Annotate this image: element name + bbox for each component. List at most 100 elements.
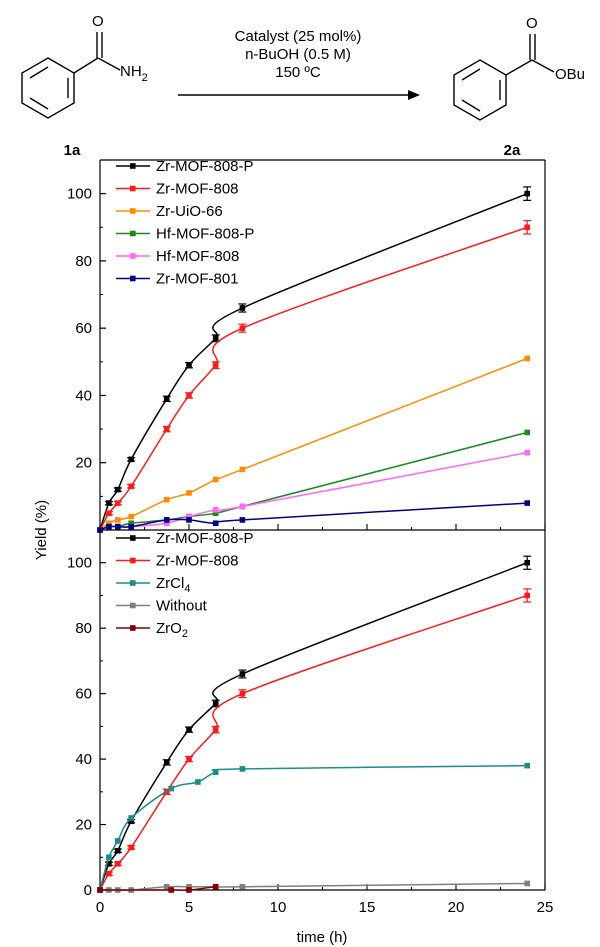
point-bottom-zr-mof-808-1 bbox=[106, 870, 112, 877]
point-bottom-zro2-3 bbox=[212, 883, 219, 890]
point-top-zr-mof-808-1 bbox=[106, 510, 112, 516]
point-top-zr-mof-808-p-6 bbox=[212, 335, 219, 342]
y-tick-label-top-80: 80 bbox=[75, 253, 92, 270]
legend-label: ZrCl4 bbox=[156, 575, 190, 595]
point-bottom-without-4 bbox=[163, 883, 170, 890]
point-top-zr-mof-801-1 bbox=[106, 523, 112, 530]
point-bottom-zrcl4-4 bbox=[168, 785, 174, 792]
bottom-y-ticks: 0 20 40 60 80 100 bbox=[67, 555, 106, 899]
point-top-zr-uio-66-4 bbox=[163, 496, 170, 503]
x-tick-label-10: 10 bbox=[270, 899, 287, 916]
point-bottom-zro2-2 bbox=[186, 887, 192, 893]
product-carbonyl-o: O bbox=[526, 15, 538, 32]
point-top-zr-uio-66-5 bbox=[186, 490, 192, 496]
point-top-zr-mof-808-6 bbox=[212, 362, 219, 368]
point-bottom-zrcl4-1 bbox=[106, 854, 112, 861]
bottom-series bbox=[97, 555, 532, 893]
legend-label: Zr-UiO-66 bbox=[156, 203, 223, 220]
point-bottom-zr-mof-808-p-5 bbox=[186, 726, 192, 733]
point-top-zr-mof-808-8 bbox=[524, 224, 530, 231]
point-top-zr-mof-808-p-2 bbox=[115, 486, 121, 493]
point-top-zr-mof-808-p-3 bbox=[128, 456, 134, 463]
point-top-zr-mof-801-5 bbox=[186, 517, 192, 523]
point-top-zr-mof-801-8 bbox=[524, 500, 530, 506]
legend-label: Zr-MOF-801 bbox=[156, 271, 239, 288]
y-tick-label-bottom-40: 40 bbox=[75, 751, 92, 768]
legend-item-top-zr-mof-801: Zr-MOF-801 bbox=[116, 271, 239, 288]
reaction-arrowhead bbox=[408, 90, 420, 100]
point-top-hf-mof-808-4 bbox=[163, 520, 170, 527]
point-bottom-zr-mof-808-7 bbox=[239, 690, 246, 697]
point-top-zr-uio-66-6 bbox=[212, 476, 219, 483]
point-top-zr-mof-808-4 bbox=[163, 426, 170, 432]
legend-label: Zr-MOF-808 bbox=[156, 553, 239, 570]
x-tick-label-25: 25 bbox=[537, 899, 554, 916]
point-top-zr-mof-808-p-1 bbox=[106, 500, 112, 506]
x-axis-title: time (h) bbox=[297, 929, 348, 946]
point-bottom-zrcl4-2 bbox=[115, 838, 121, 844]
point-top-zr-uio-66-8 bbox=[524, 355, 530, 362]
point-bottom-zr-mof-808-p-1 bbox=[106, 861, 112, 867]
series-line-bottom-zr-mof-808-p bbox=[99, 562, 528, 891]
legend-label: Without bbox=[156, 598, 208, 615]
point-top-zr-mof-808-p-5 bbox=[186, 362, 192, 368]
product-structure bbox=[453, 34, 555, 121]
legend-item-bottom-zrcl4: ZrCl4 bbox=[116, 575, 190, 595]
legend-item-top-hf-mof-808-p: Hf-MOF-808-P bbox=[116, 226, 254, 243]
point-top-zr-uio-66-7 bbox=[239, 466, 246, 473]
y-tick-label-bottom-0: 0 bbox=[84, 882, 92, 899]
point-top-zr-mof-808-p-4 bbox=[163, 396, 170, 402]
point-top-hf-mof-808-7 bbox=[239, 503, 246, 510]
point-bottom-without-5 bbox=[186, 883, 192, 890]
legend-marker bbox=[130, 230, 136, 237]
point-top-zr-uio-66-2 bbox=[115, 517, 121, 523]
y-tick-label-bottom-20: 20 bbox=[75, 817, 92, 834]
top-legend: Zr-MOF-808-P Zr-MOF-808 Zr-UiO-66 Hf-MOF-80… bbox=[116, 158, 254, 288]
point-top-hf-mof-808-8 bbox=[524, 449, 530, 456]
point-bottom-without-8 bbox=[524, 880, 530, 887]
legend-marker bbox=[130, 208, 136, 214]
point-bottom-zro2-1 bbox=[168, 887, 174, 893]
series-line-top-zr-mof-801 bbox=[99, 502, 528, 531]
legend-item-bottom-zro2: ZrO2 bbox=[116, 620, 188, 640]
series-line-top-zr-mof-808 bbox=[99, 226, 528, 531]
legend-label: Zr-MOF-808 bbox=[156, 181, 239, 198]
x-tick-label-0: 0 bbox=[96, 899, 104, 916]
reaction-scheme: O NH2 Catalyst (25 mol%) n-BuOH (0.5 M) … bbox=[21, 13, 585, 159]
legend-label: ZrO2 bbox=[156, 620, 188, 640]
point-bottom-zr-mof-808-5 bbox=[186, 756, 192, 762]
y-axis-title: Yield (%) bbox=[33, 500, 50, 560]
y-tick-label-top-100: 100 bbox=[67, 186, 92, 203]
legend-marker bbox=[130, 580, 136, 586]
condition-line-1: Catalyst (25 mol%) bbox=[235, 28, 362, 45]
point-bottom-zr-mof-808-2 bbox=[115, 861, 121, 867]
point-top-hf-mof-808-p-6 bbox=[212, 510, 219, 516]
legend-item-bottom-zr-mof-808: Zr-MOF-808 bbox=[116, 553, 239, 570]
reactant-nh2: NH2 bbox=[120, 63, 148, 84]
point-top-zr-mof-808-p-8 bbox=[524, 190, 530, 197]
point-top-hf-mof-808-p-8 bbox=[524, 429, 530, 436]
series-line-top-zr-mof-808-p bbox=[99, 192, 528, 531]
legend-item-top-zr-mof-808: Zr-MOF-808 bbox=[116, 181, 239, 198]
x-tick-label-20: 20 bbox=[448, 899, 465, 916]
reactant-label: 1a bbox=[64, 142, 81, 159]
x-tick-label-15: 15 bbox=[359, 899, 376, 916]
legend-marker bbox=[130, 557, 136, 564]
legend-marker bbox=[130, 185, 136, 192]
legend-item-top-zr-mof-808-p: Zr-MOF-808-P bbox=[116, 158, 254, 175]
legend-label: Hf-MOF-808 bbox=[156, 248, 239, 265]
point-bottom-zr-mof-808-8 bbox=[524, 592, 530, 599]
point-top-hf-mof-808-5 bbox=[186, 513, 192, 520]
legend-label: Zr-MOF-808-P bbox=[156, 530, 254, 547]
point-top-zr-mof-801-4 bbox=[163, 517, 170, 523]
point-top-zr-mof-808-p-7 bbox=[239, 305, 246, 311]
y-tick-label-bottom-100: 100 bbox=[67, 555, 92, 572]
series-line-bottom-zro2 bbox=[100, 885, 216, 891]
y-tick-label-top-40: 40 bbox=[75, 387, 92, 404]
product-label: 2a bbox=[504, 142, 521, 159]
legend-marker bbox=[130, 625, 136, 631]
point-bottom-zrcl4-7 bbox=[239, 766, 246, 772]
point-bottom-zrcl4-8 bbox=[524, 762, 530, 769]
